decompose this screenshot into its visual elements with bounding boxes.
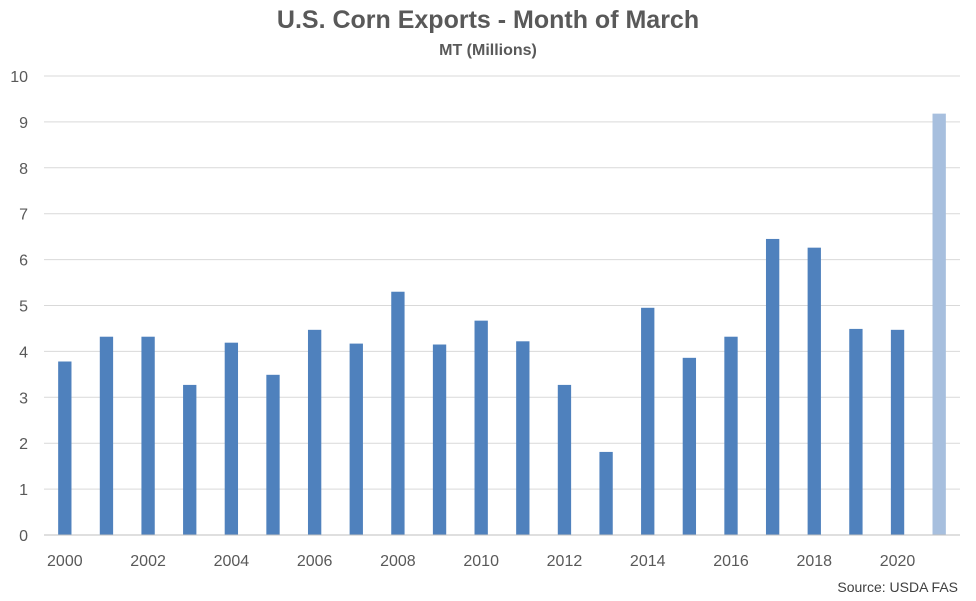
x-tick-label: 2010 (463, 553, 499, 570)
y-tick-label: 5 (19, 299, 28, 316)
bar-2008 (391, 291, 405, 535)
bar-2018 (807, 247, 821, 535)
bar-2009 (432, 344, 447, 535)
y-tick-label: 3 (19, 390, 28, 407)
x-tick-label: 2002 (130, 553, 166, 570)
y-tick-label: 7 (19, 207, 28, 224)
x-tick-label: 2008 (380, 553, 416, 570)
bar-2001 (99, 336, 114, 535)
x-tick-label: 2012 (547, 553, 583, 570)
x-tick-label: 2000 (47, 553, 83, 570)
y-tick-label: 2 (19, 436, 28, 453)
x-tick-label: 2014 (630, 553, 666, 570)
bar-2017 (765, 238, 780, 535)
bar-2011 (516, 341, 530, 535)
bar-2019 (849, 328, 863, 535)
y-tick-label: 8 (19, 161, 28, 178)
bar-2010 (474, 320, 488, 535)
x-tick-label: 2018 (796, 553, 832, 570)
bar-2014 (641, 307, 655, 535)
chart-title: U.S. Corn Exports - Month of March (276, 6, 700, 34)
bar-2015 (682, 357, 697, 535)
bar-2006 (307, 329, 322, 535)
y-tick-label: 9 (19, 115, 28, 132)
y-tick-label: 10 (10, 69, 28, 86)
bar-2013 (599, 451, 613, 535)
x-tick-label: 2004 (214, 553, 250, 570)
y-tick-label: 0 (19, 528, 28, 545)
chart-subtitle: MT (Millions) (439, 42, 537, 59)
x-tick-label: 2016 (713, 553, 749, 570)
bar-2000 (58, 361, 72, 535)
bar-2005 (266, 374, 280, 535)
bar-2016 (724, 336, 738, 535)
bar-2002 (141, 336, 155, 535)
bar-2003 (183, 384, 197, 535)
bar-2012 (557, 384, 572, 535)
x-tick-label: 2006 (297, 553, 333, 570)
bar-2021 (932, 113, 946, 535)
y-tick-label: 4 (19, 344, 28, 361)
y-tick-label: 6 (19, 253, 28, 270)
source-note: Source: USDA FAS (837, 579, 958, 595)
bar-2020 (890, 329, 905, 535)
y-tick-label: 1 (19, 482, 28, 499)
x-tick-label: 2020 (880, 553, 916, 570)
bar-2007 (349, 343, 363, 535)
bar-2004 (224, 342, 239, 535)
